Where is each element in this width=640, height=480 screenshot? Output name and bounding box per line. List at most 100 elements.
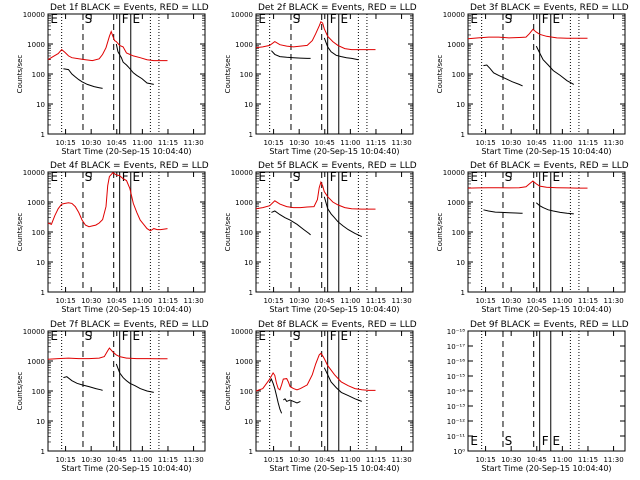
phase-marker: S	[293, 12, 301, 26]
y-tick-label: 10000	[231, 328, 253, 336]
detector-panel: Det 5f BLACK = Events, RED = LLD 1 10 100 10…	[224, 161, 417, 314]
plot-frame	[255, 13, 414, 135]
y-tick-label: 1000	[235, 199, 253, 207]
y-tick-label: 1000	[235, 41, 253, 49]
detector-panel: Det 7f BLACK = Events, RED = LLD 1 10 100 10…	[16, 320, 209, 473]
plot-frame	[467, 171, 626, 293]
series-line	[535, 45, 575, 85]
phase-marker: E	[258, 170, 266, 184]
y-tick-label: 1000	[235, 358, 253, 366]
x-axis-label: Start Time (20-Sep-15 10:04:40)	[269, 305, 399, 314]
y-tick-label: 1	[41, 131, 45, 139]
x-tick-label: 11:15	[158, 297, 178, 305]
y-tick-label: 10000	[443, 169, 465, 177]
panel-title: Det 6f BLACK = Events, RED = LLD	[470, 161, 629, 171]
x-tick-label: 10:30	[501, 297, 521, 305]
x-tick-label: 10:15	[263, 139, 283, 147]
y-tick-label: 10⁻¹³	[447, 403, 465, 411]
x-axis-label: Start Time (20-Sep-15 10:04:40)	[61, 305, 191, 314]
phase-marker: S	[85, 329, 93, 343]
panel-title: Det 8f BLACK = Events, RED = LLD	[258, 320, 417, 330]
y-tick-label: 100	[452, 229, 465, 237]
x-axis-label: Start Time (20-Sep-15 10:04:40)	[481, 464, 611, 473]
x-tick-label: 11:00	[132, 456, 152, 464]
series-line	[323, 37, 359, 61]
x-tick-label: 11:15	[578, 297, 598, 305]
detector-panel: Det 4f BLACK = Events, RED = LLD 1 10 100 10…	[16, 161, 209, 314]
x-tick-label: 11:30	[391, 139, 411, 147]
x-tick-label: 11:00	[340, 297, 360, 305]
phase-marker: E	[132, 170, 140, 184]
detector-panel: Det 6f BLACK = Events, RED = LLD 1 10 100 10…	[436, 161, 629, 314]
series-line	[63, 376, 103, 391]
detector-panel: Det 3f BLACK = Events, RED = LLD 1 10 100 10…	[436, 3, 629, 156]
x-tick-label: 10:15	[263, 297, 283, 305]
series-line	[255, 180, 376, 210]
x-tick-label: 10:30	[501, 456, 521, 464]
series-line	[483, 64, 523, 87]
x-tick-label: 11:30	[183, 139, 203, 147]
y-tick-label: 10⁻¹⁴	[447, 388, 465, 396]
phase-marker: E	[340, 12, 348, 26]
series-line	[483, 209, 523, 214]
phase-marker: S	[505, 12, 513, 26]
x-tick-label: 11:00	[340, 456, 360, 464]
x-tick-label: 10:45	[107, 297, 127, 305]
panel-title: Det 7f BLACK = Events, RED = LLD	[50, 320, 209, 330]
plot-frame	[467, 330, 626, 452]
y-tick-label: 1000	[27, 199, 45, 207]
y-tick-label: 10000	[23, 169, 45, 177]
phase-marker: S	[293, 170, 301, 184]
y-tick-label: 100	[240, 71, 253, 79]
y-tick-label: 10⁻¹¹	[447, 433, 465, 441]
y-axis-label: Counts/sec	[224, 372, 232, 411]
x-tick-label: 10:15	[475, 456, 495, 464]
y-axis-label: Counts/sec	[436, 213, 444, 252]
phase-marker: E	[470, 12, 478, 26]
y-tick-label: 1000	[447, 41, 465, 49]
y-tick-label: 10⁻¹⁵	[447, 373, 465, 381]
x-tick-label: 10:15	[55, 139, 75, 147]
series-line	[47, 347, 168, 360]
x-axis-label: Start Time (20-Sep-15 10:04:40)	[481, 147, 611, 156]
series-line	[47, 30, 168, 62]
x-tick-label: 11:30	[391, 456, 411, 464]
y-tick-label: 1	[249, 131, 253, 139]
y-tick-label: 1	[41, 448, 45, 456]
phase-marker: F	[122, 170, 129, 184]
plot-frame	[255, 171, 414, 293]
x-tick-label: 11:00	[552, 297, 572, 305]
phase-marker: E	[258, 329, 266, 343]
phase-marker: E	[132, 12, 140, 26]
y-tick-label: 10⁰	[453, 448, 465, 456]
panel-title: Det 5f BLACK = Events, RED = LLD	[258, 161, 417, 171]
phase-marker: E	[50, 170, 58, 184]
x-tick-label: 10:30	[81, 139, 101, 147]
y-axis-label: Counts/sec	[224, 213, 232, 252]
series-line	[47, 172, 168, 232]
x-tick-label: 10:45	[315, 297, 335, 305]
panel-title: Det 4f BLACK = Events, RED = LLD	[50, 161, 209, 171]
x-axis-label: Start Time (20-Sep-15 10:04:40)	[481, 305, 611, 314]
y-tick-label: 10	[36, 418, 45, 426]
phase-marker: S	[505, 434, 513, 448]
x-axis-label: Start Time (20-Sep-15 10:04:40)	[269, 147, 399, 156]
x-tick-label: 11:30	[183, 456, 203, 464]
y-axis-label: Counts/sec	[224, 55, 232, 94]
plot-frame	[467, 13, 626, 135]
x-tick-label: 11:15	[366, 139, 386, 147]
phase-marker: E	[340, 170, 348, 184]
y-tick-label: 1	[249, 289, 253, 297]
series-line	[467, 28, 588, 40]
panel-title: Det 3f BLACK = Events, RED = LLD	[470, 3, 629, 13]
phase-marker: E	[552, 170, 560, 184]
detector-panel: Det 1f BLACK = Events, RED = LLD 1 10 100 10…	[16, 3, 209, 156]
x-tick-label: 11:30	[603, 456, 623, 464]
x-tick-label: 11:30	[603, 139, 623, 147]
x-tick-label: 10:15	[475, 297, 495, 305]
panel-title: Det 1f BLACK = Events, RED = LLD	[50, 3, 209, 13]
phase-marker: F	[330, 170, 337, 184]
y-tick-label: 10	[244, 101, 253, 109]
series-line	[255, 352, 376, 392]
